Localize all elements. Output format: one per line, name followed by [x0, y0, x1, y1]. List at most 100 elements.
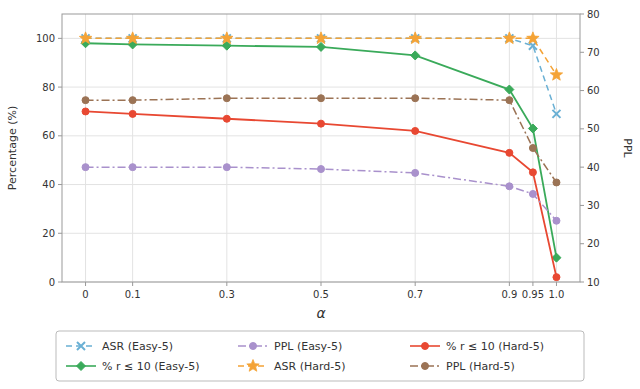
grid-line-x	[321, 14, 322, 282]
y-tick-label: 40	[42, 179, 55, 190]
series-marker	[82, 108, 89, 115]
series-marker	[129, 110, 136, 117]
series-marker	[503, 32, 515, 44]
series-marker	[506, 97, 513, 104]
series-line	[86, 98, 557, 182]
y2-tick	[580, 167, 584, 168]
y-tick-label: 60	[42, 130, 55, 141]
x-tick	[556, 282, 557, 286]
y2-axis-label: PPL	[621, 138, 634, 158]
series-marker	[409, 32, 421, 44]
series-marker	[529, 190, 536, 197]
series-marker	[553, 217, 560, 224]
x-tick	[532, 282, 533, 286]
series-marker	[550, 68, 562, 80]
series	[82, 108, 560, 281]
grid-line-x	[509, 14, 510, 282]
series-marker	[528, 124, 537, 133]
y2-tick	[580, 128, 584, 129]
y2-tick	[580, 282, 584, 283]
x-tick	[509, 282, 510, 286]
chart: 00.10.30.50.70.90.951.002040608010010203…	[0, 0, 640, 389]
series-marker	[318, 166, 325, 173]
legend-swatch-marker	[77, 342, 85, 350]
series-marker	[126, 32, 138, 44]
series-marker	[506, 183, 513, 190]
series-marker	[129, 164, 136, 171]
y-tick	[58, 38, 62, 39]
y2-tick	[580, 205, 584, 206]
series-marker	[529, 169, 536, 176]
series-marker	[412, 127, 419, 134]
series-marker	[318, 95, 325, 102]
series-marker	[129, 97, 136, 104]
y2-tick-label: 30	[587, 200, 600, 211]
series-marker	[221, 32, 233, 44]
y2-tick-label: 70	[587, 47, 600, 58]
series-line	[86, 111, 557, 277]
x-tick	[132, 282, 133, 286]
series-marker	[318, 120, 325, 127]
y-tick-label: 80	[42, 82, 55, 93]
y-tick-label: 0	[49, 277, 55, 288]
y2-tick	[580, 52, 584, 53]
x-tick-label: 0.9	[501, 289, 517, 300]
series	[82, 164, 560, 225]
series-marker	[412, 95, 419, 102]
series-line	[86, 38, 557, 75]
x-tick-label: 0	[82, 289, 88, 300]
y2-tick	[580, 243, 584, 244]
y-tick	[58, 233, 62, 234]
series-marker	[552, 110, 560, 118]
series-marker	[527, 32, 539, 44]
series-marker	[412, 169, 419, 176]
series-marker	[79, 32, 91, 44]
series-marker	[317, 42, 326, 51]
grid-line-x	[556, 14, 557, 282]
x-tick-label: 0.1	[125, 289, 141, 300]
legend: ASR (Easy-5) % r ≤ 10 (Easy-5) PPL (Easy-5…	[56, 331, 584, 381]
series-marker	[411, 51, 420, 60]
series-marker	[315, 32, 327, 44]
x-tick-label: 0.5	[313, 289, 329, 300]
legend-swatch-marker	[250, 343, 257, 350]
y-tick	[58, 282, 62, 283]
series-marker	[223, 164, 230, 171]
y-axis-label: Percentage (%)	[6, 106, 19, 190]
y-tick	[58, 135, 62, 136]
x-tick-label: 0.95	[522, 289, 544, 300]
series	[79, 32, 562, 80]
series-line	[86, 167, 557, 221]
series-marker	[82, 97, 89, 104]
grid-line-x	[226, 14, 227, 282]
series-line	[86, 43, 557, 257]
plot-area	[79, 32, 562, 281]
series-marker	[223, 115, 230, 122]
y2-tick-label: 50	[587, 123, 600, 134]
x-tick	[226, 282, 227, 286]
legend-label: % r ≤ 10 (Hard-5)	[446, 340, 544, 353]
legend-label: PPL (Easy-5)	[274, 340, 342, 353]
series	[82, 34, 561, 118]
y-tick-label: 20	[42, 228, 55, 239]
series-marker	[82, 164, 89, 171]
legend-label: PPL (Hard-5)	[446, 360, 515, 373]
legend-box	[56, 331, 584, 381]
legend-swatch-marker	[422, 363, 429, 370]
legend-swatch-marker	[422, 343, 429, 350]
grid	[62, 14, 580, 282]
series	[81, 39, 561, 262]
legend-label: % r ≤ 10 (Easy-5)	[102, 360, 199, 373]
y2-tick-label: 60	[587, 85, 600, 96]
y-tick	[58, 87, 62, 88]
y2-tick-label: 80	[587, 9, 600, 20]
series-marker	[506, 149, 513, 156]
legend-swatch-marker	[247, 360, 259, 372]
y-tick	[58, 184, 62, 185]
axes: 00.10.30.50.70.90.951.002040608010010203…	[6, 9, 634, 322]
legend-label: ASR (Easy-5)	[102, 340, 173, 353]
plot-frame	[62, 14, 580, 282]
y2-tick-label: 40	[587, 162, 600, 173]
series-marker	[553, 274, 560, 281]
y-tick-label: 100	[36, 33, 55, 44]
